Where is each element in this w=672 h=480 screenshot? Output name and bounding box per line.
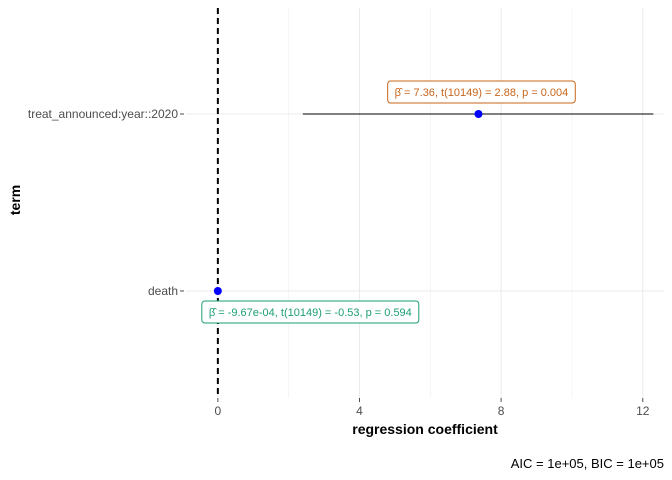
x-tick-label: 8 — [498, 404, 505, 418]
y-tick-label: treat_announced:year::2020 — [28, 107, 178, 121]
annotation-text: β̂ = -9.67e-04, t(10149) = -0.53, p = 0.… — [209, 307, 412, 319]
estimate-point — [213, 287, 222, 295]
y-tick-label: death — [148, 284, 178, 298]
annotation-box — [201, 300, 420, 324]
x-tick-label: 0 — [215, 404, 222, 418]
annotation-box — [387, 80, 576, 104]
x-tick-label: 12 — [636, 404, 650, 418]
model-fit-caption: AIC = 1e+05, BIC = 1e+05 — [511, 456, 664, 471]
annotation-labels: β̂ = 7.36, t(10149) = 2.88, p = 0.004 β̂ … — [201, 80, 576, 324]
x-tick-label: 4 — [356, 404, 363, 418]
x-axis-ticks: 0 4 8 12 — [215, 398, 650, 418]
estimate-annotation: β̂ = -9.67e-04, t(10149) = -0.53, p = 0.… — [201, 300, 420, 324]
grid-lines — [186, 8, 664, 398]
estimate-points — [213, 110, 483, 295]
annotation-text: β̂ = 7.36, t(10149) = 2.88, p = 0.004 — [395, 87, 569, 99]
x-axis-title: regression coefficient — [352, 421, 498, 437]
estimate-point — [474, 110, 483, 118]
y-axis-title: term — [7, 185, 23, 215]
confidence-intervals — [217, 113, 654, 292]
estimate-annotation: β̂ = 7.36, t(10149) = 2.88, p = 0.004 — [387, 80, 576, 104]
